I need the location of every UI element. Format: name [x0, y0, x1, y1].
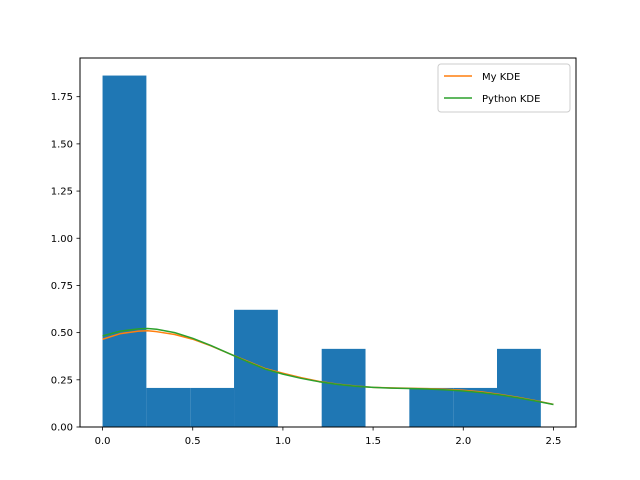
x-tick-label-0: 0.0 [95, 436, 111, 447]
y-tick-label-6: 1.50 [51, 139, 73, 150]
y-axis-ticks: 0.00 0.25 0.50 0.75 1.00 1.25 1.50 1.75 [51, 92, 80, 434]
x-tick-label-2: 1.0 [275, 436, 291, 447]
legend: My KDE Python KDE [437, 63, 571, 113]
y-tick-label-3: 0.75 [51, 281, 73, 292]
histogram-bar-7 [409, 387, 454, 427]
y-tick-label-0: 0.00 [51, 423, 73, 434]
x-tick-label-1: 0.5 [185, 436, 201, 447]
histogram-bar-2 [190, 387, 235, 427]
histogram-bar-1 [146, 387, 191, 427]
histogram-bar-0 [102, 75, 147, 428]
axes-frame [79, 57, 577, 428]
y-tick-label-7: 1.75 [51, 92, 73, 103]
histogram-bar-3 [234, 309, 278, 427]
y-tick-label-2: 0.50 [51, 328, 73, 339]
legend-label-my-kde: My KDE [482, 72, 520, 83]
x-axis-ticks: 0.0 0.5 1.0 1.5 2.0 2.5 [95, 427, 561, 447]
y-tick-label-1: 0.25 [51, 375, 73, 386]
histogram-bar-9 [497, 348, 541, 427]
x-tick-label-3: 1.5 [365, 436, 381, 447]
x-tick-label-5: 2.5 [545, 436, 561, 447]
histogram-bar-5 [321, 348, 366, 427]
y-tick-label-4: 1.00 [51, 234, 73, 245]
x-tick-label-4: 2.0 [455, 436, 471, 447]
legend-label-python-kde: Python KDE [482, 94, 540, 105]
kde-lines [102, 327, 554, 406]
y-tick-label-5: 1.25 [51, 187, 73, 198]
kde-line-python-kde [102, 327, 554, 406]
histogram-bars [102, 75, 541, 428]
